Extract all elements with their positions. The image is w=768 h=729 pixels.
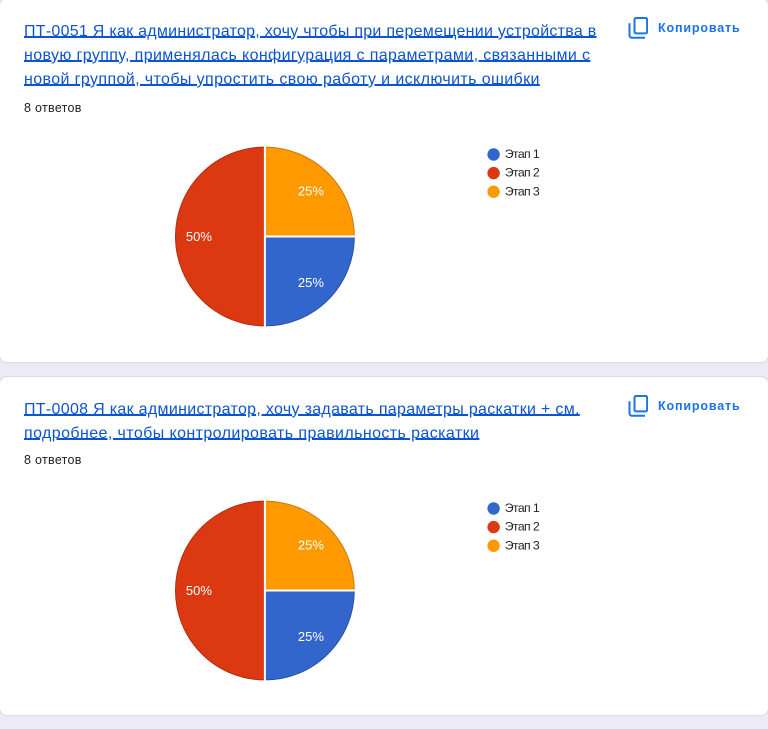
svg-text:25%: 25%: [298, 183, 324, 198]
svg-text:Этап 2: Этап 2: [505, 520, 540, 534]
svg-text:50%: 50%: [186, 229, 212, 244]
svg-text:Этап 2: Этап 2: [505, 166, 540, 180]
svg-text:Этап 1: Этап 1: [505, 501, 540, 515]
svg-text:25%: 25%: [298, 275, 324, 290]
svg-text:25%: 25%: [298, 537, 324, 552]
svg-text:Этап 3: Этап 3: [505, 538, 540, 552]
svg-text:25%: 25%: [298, 629, 324, 644]
svg-text:50%: 50%: [186, 583, 212, 598]
svg-text:Этап 1: Этап 1: [505, 147, 540, 161]
svg-text:Этап 3: Этап 3: [505, 184, 540, 198]
